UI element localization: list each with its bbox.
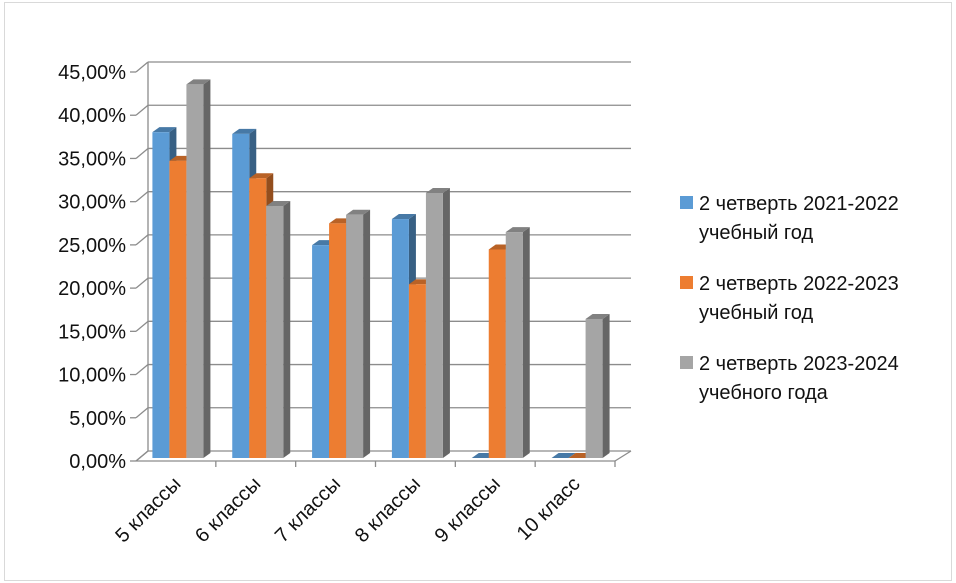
legend-item-2021-2022: 2 четверть 2021-2022 учебный год — [680, 190, 950, 248]
x-tick-label: 10 класс — [513, 473, 585, 545]
legend-swatch-blue — [680, 196, 693, 209]
x-tick-label: 9 классы — [431, 473, 505, 547]
legend-label: 2 четверть 2022-2023 учебный год — [699, 273, 899, 324]
y-tick-label: 10,00% — [58, 365, 126, 387]
bar — [585, 318, 603, 458]
bar-side — [203, 79, 211, 458]
legend-swatch-gray — [680, 356, 693, 369]
legend-label: 2 четверть 2023-2024 учебного года — [699, 353, 899, 404]
bar-top — [391, 214, 416, 220]
x-tick-label: 8 классы — [351, 473, 425, 547]
bar — [232, 133, 250, 458]
y-tick-label: 15,00% — [58, 321, 126, 343]
bar-top — [232, 128, 257, 134]
gridline-side — [135, 277, 149, 289]
y-tick-label: 0,00% — [69, 451, 126, 473]
bar — [266, 206, 284, 458]
y-tick-label: 5,00% — [69, 408, 126, 430]
x-tick-label: 6 классы — [191, 473, 265, 547]
bar-top — [551, 453, 576, 458]
bar — [391, 219, 409, 458]
legend-label: 2 четверть 2021-2022 учебный год — [699, 193, 899, 244]
gridline-side — [135, 234, 149, 246]
bar-top — [505, 227, 530, 233]
y-tick-label: 25,00% — [58, 235, 126, 257]
legend-swatch-orange — [680, 276, 693, 289]
y-tick-label: 45,00% — [58, 62, 126, 84]
bar-side — [522, 227, 530, 458]
bar — [312, 245, 330, 458]
y-tick-label: 20,00% — [58, 278, 126, 300]
bar-top — [152, 127, 177, 133]
bars — [152, 79, 610, 459]
y-tick-label: 35,00% — [58, 148, 126, 170]
gridline-side — [135, 191, 149, 203]
bar — [186, 84, 204, 458]
gridline-side — [135, 320, 149, 332]
y-axis-ticks: 0,00% 5,00% 10,00% 15,00% 20,00% 25,00% 30,00%… — [58, 62, 126, 473]
gridline-side — [135, 104, 149, 116]
bar — [488, 249, 506, 458]
gridline-side — [135, 407, 149, 419]
bar-top — [425, 187, 450, 193]
bar — [152, 132, 170, 458]
gridline-side — [135, 364, 149, 376]
bar-side — [602, 313, 610, 458]
bar-top — [249, 173, 274, 179]
bar — [505, 232, 523, 458]
bar-top — [346, 209, 371, 215]
legend-item-2023-2024: 2 четверть 2023-2024 учебного года — [680, 350, 950, 408]
bar-top — [266, 201, 291, 207]
x-tick-label: 7 классы — [271, 473, 345, 547]
bar-side — [283, 201, 291, 458]
y-tick-label: 40,00% — [58, 105, 126, 127]
bar-top — [585, 313, 610, 319]
gridline-side — [135, 450, 149, 462]
legend-item-2022-2023: 2 четверть 2022-2023 учебный год — [680, 270, 950, 328]
gridlines — [130, 61, 632, 467]
bar — [329, 223, 347, 458]
x-axis-ticks: 5 классы 6 классы 7 классы 8 классы 9 классы… — [111, 473, 584, 547]
x-tick-label: 5 классы — [111, 473, 185, 547]
bar — [425, 192, 443, 458]
bar-top — [186, 79, 211, 85]
gridline-side — [135, 61, 149, 73]
bar-side — [363, 209, 371, 458]
y-tick-label: 30,00% — [58, 192, 126, 214]
bar-side — [442, 187, 450, 458]
bar — [169, 160, 187, 458]
floor-right-edge — [614, 450, 632, 462]
legend: 2 четверть 2021-2022 учебный год 2 четве… — [680, 190, 950, 430]
bar — [249, 178, 267, 458]
gridline-side — [135, 147, 149, 159]
bar — [408, 284, 426, 458]
bar — [346, 214, 364, 458]
